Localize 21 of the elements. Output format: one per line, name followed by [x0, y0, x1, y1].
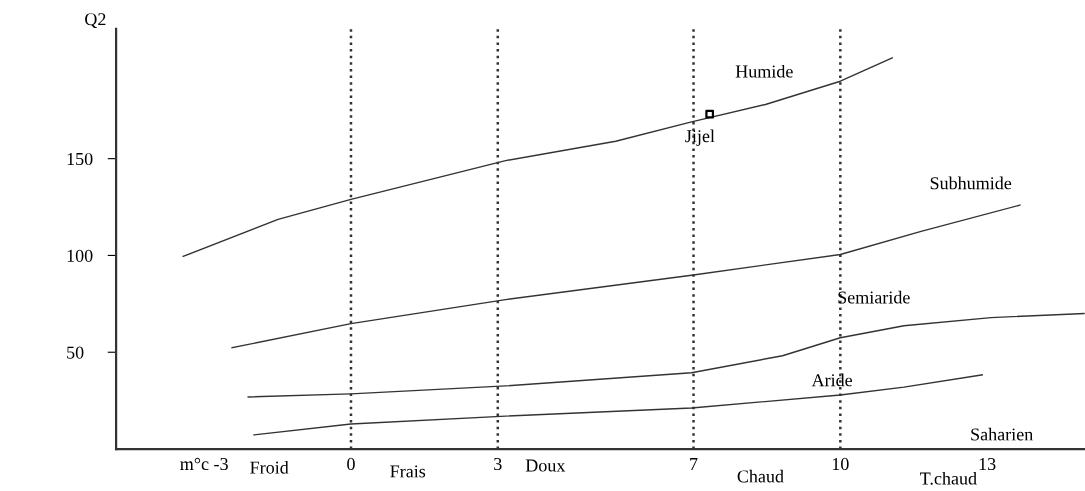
x-tick-label: 13 — [979, 457, 996, 471]
annotation: Semiaride — [838, 290, 910, 304]
x-tick-label: 10 — [832, 457, 849, 471]
text: Froid — [250, 460, 289, 474]
series-label: Jijel — [685, 129, 715, 146]
y-tick-label: 50 — [67, 346, 84, 359]
annotation: Aride — [811, 373, 853, 387]
x-tick-label: m°c -3 — [180, 457, 228, 471]
y-tick-label: 100 — [67, 249, 93, 262]
x-tick-label: 0 — [347, 457, 355, 471]
annotation: Subhumide — [930, 176, 1012, 190]
x-tick-label: 3 — [494, 457, 502, 471]
text: Doux — [525, 459, 566, 472]
y-tick-label: 150 — [67, 152, 93, 166]
text: T.chaud — [920, 471, 977, 485]
x-tick-label: 7 — [690, 458, 698, 470]
text: Chaud — [737, 469, 784, 483]
annotation: Humide — [735, 64, 793, 78]
text: Frais — [390, 465, 426, 478]
annotation: Saharien — [971, 427, 1033, 441]
y-axis-title: Q2 — [85, 13, 106, 29]
